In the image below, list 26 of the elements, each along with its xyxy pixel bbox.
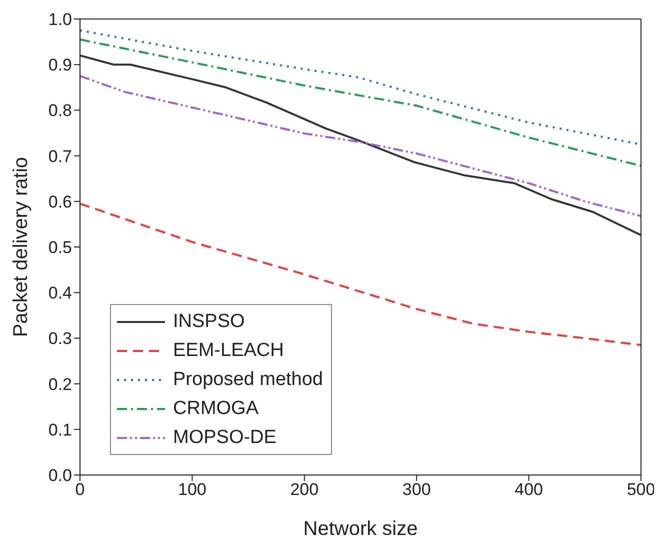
y-tick-label: 0.0 xyxy=(48,466,72,486)
y-tick-label: 0.5 xyxy=(48,238,72,258)
y-axis-title: Packet delivery ratio xyxy=(10,156,32,338)
x-tick-label: 300 xyxy=(402,480,431,500)
line-series xyxy=(80,75,641,217)
x-tick-label: 200 xyxy=(290,480,319,500)
legend-label: CRMOGA xyxy=(173,398,258,420)
legend-label: INSPSO xyxy=(173,310,245,332)
x-tick-label: 100 xyxy=(178,480,206,500)
x-tick-label: 0 xyxy=(75,480,85,500)
y-tick-label: 0.1 xyxy=(48,420,72,440)
y-tick-label: 0.3 xyxy=(48,329,72,348)
legend-label: EEM-LEACH xyxy=(173,340,284,362)
y-tick-label: 0.4 xyxy=(48,284,72,303)
line-series xyxy=(80,38,641,167)
y-tick-label: 0.7 xyxy=(48,146,72,166)
y-tick-label: 0.2 xyxy=(48,374,72,394)
x-tick-label: 400 xyxy=(514,480,543,500)
x-axis-title: Network size xyxy=(303,518,418,540)
y-tick-label: 0.8 xyxy=(48,101,72,120)
y-tick-label: 1.0 xyxy=(48,10,72,30)
line-series xyxy=(80,54,641,236)
legend-label: Proposed method xyxy=(173,368,323,390)
y-tick-label: 0.9 xyxy=(48,56,72,75)
y-tick-label: 0.6 xyxy=(48,192,72,212)
legend-label: MOPSO-DE xyxy=(173,426,276,448)
